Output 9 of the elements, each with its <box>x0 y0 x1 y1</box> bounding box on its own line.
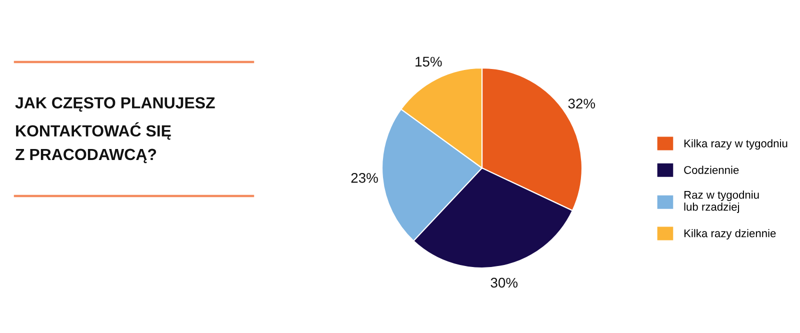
data-label: 32% <box>568 98 596 108</box>
legend-label: Raz w tygodniu lub rzadziej <box>684 190 759 213</box>
text: JAK CZĘSTO PLANUJESZ KONTAKTOWAĆ SIĘ Z PRACODAWCĄ? <box>15 97 215 164</box>
legend-label: Kilka razy w tygodniu <box>684 139 788 150</box>
data-label: 15% <box>416 56 442 67</box>
legend-label: Codziennie <box>684 166 739 174</box>
data-label: 30% <box>490 278 518 288</box>
legend-label: Kilka razy dziennie <box>684 229 776 240</box>
data-label: 23% <box>351 173 378 183</box>
